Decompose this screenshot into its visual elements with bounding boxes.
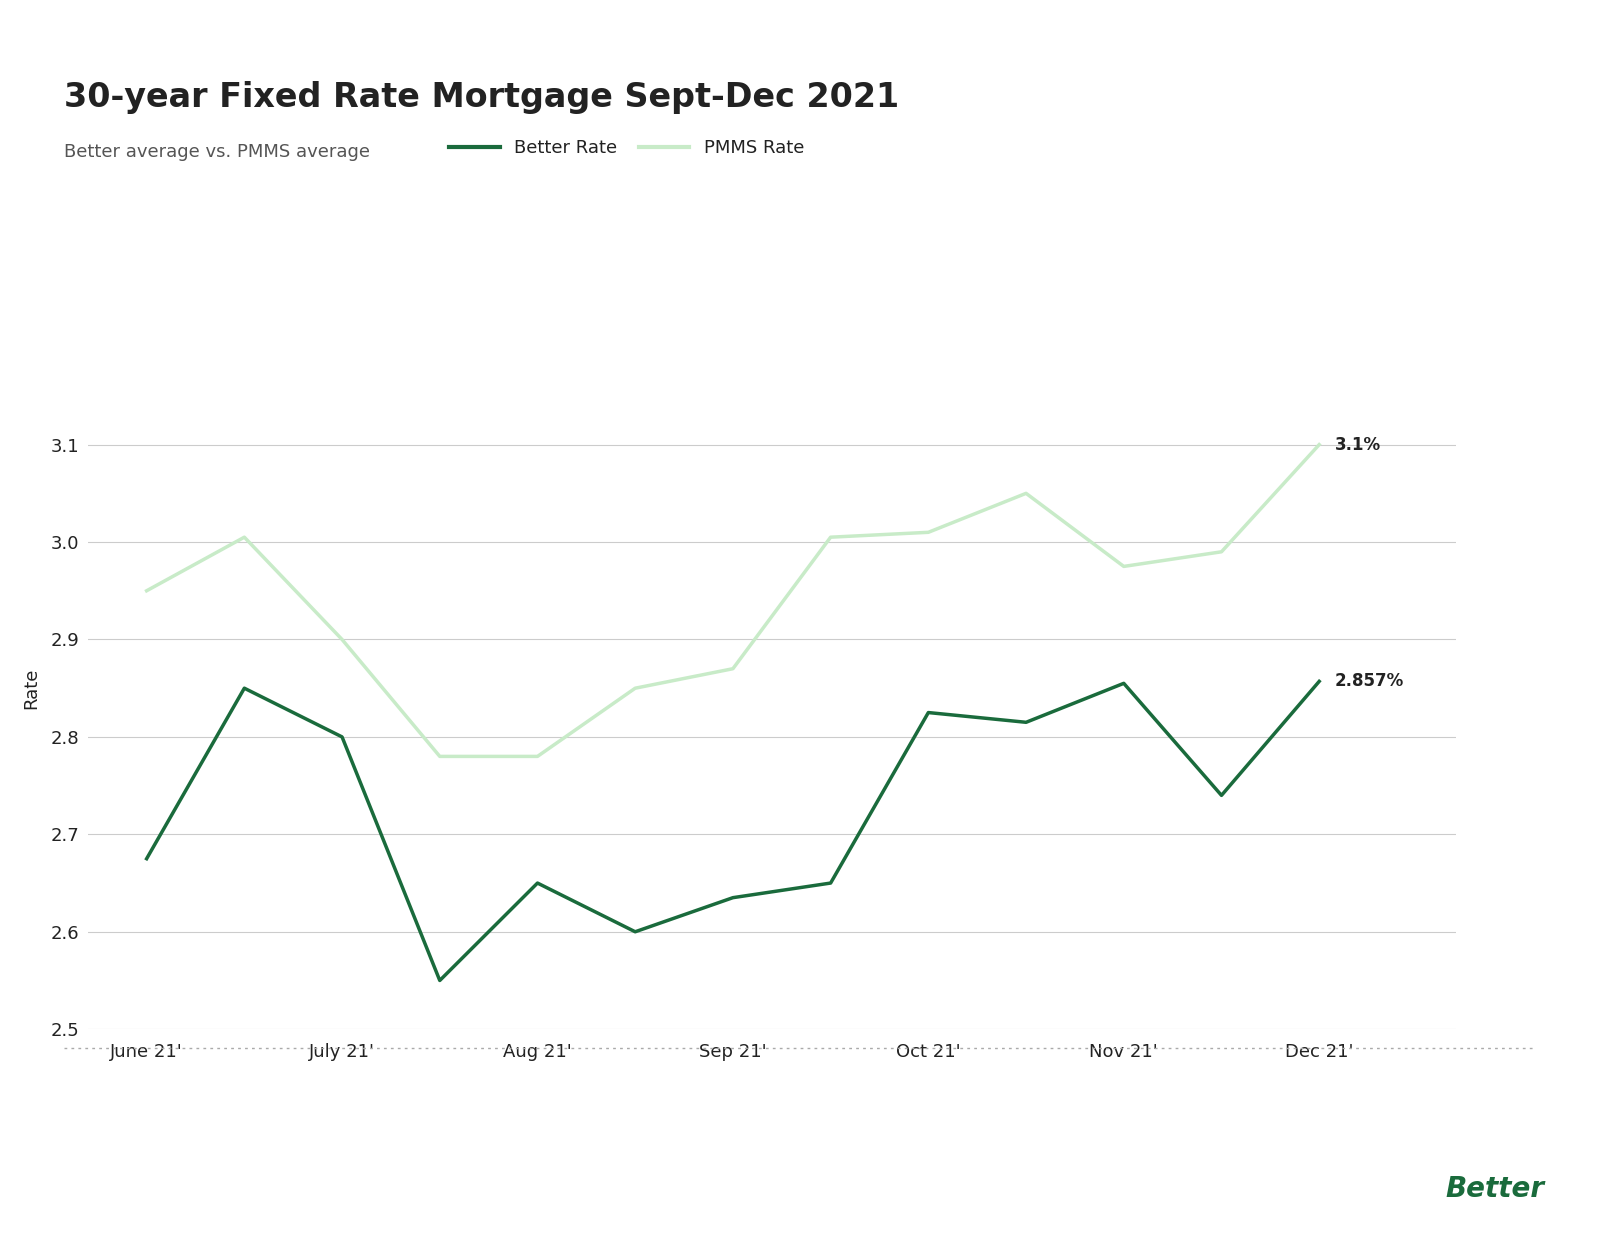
Text: Better average vs. PMMS average: Better average vs. PMMS average	[64, 143, 370, 161]
Text: 2.857%: 2.857%	[1334, 672, 1405, 691]
Text: 3.1%: 3.1%	[1334, 435, 1381, 454]
Text: 30-year Fixed Rate Mortgage Sept-Dec 2021: 30-year Fixed Rate Mortgage Sept-Dec 202…	[64, 81, 899, 114]
Y-axis label: Rate: Rate	[22, 667, 40, 709]
Text: Better: Better	[1445, 1174, 1544, 1203]
Legend: Better Rate, PMMS Rate: Better Rate, PMMS Rate	[450, 139, 805, 157]
